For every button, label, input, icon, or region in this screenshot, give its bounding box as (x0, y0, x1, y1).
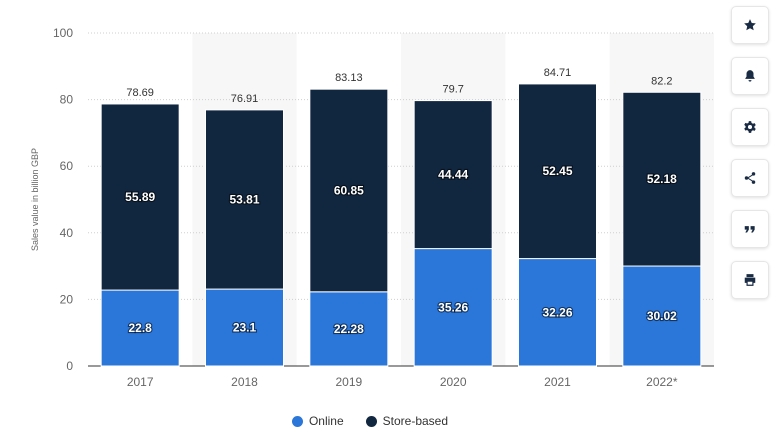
data-label-store-based-2019: 60.85 (334, 183, 364, 197)
x-tick-label-2019: 2019 (335, 375, 362, 389)
total-label-2017: 78.69 (126, 87, 154, 99)
bar-online-2022 (622, 265, 702, 367)
x-tick-label-2020: 2020 (440, 375, 467, 389)
legend-label-store-based: Store-based (382, 414, 449, 428)
bar-online-2017 (100, 289, 180, 367)
x-tick-label-2018: 2018 (231, 375, 258, 389)
data-label-store-based-2021: 52.45 (542, 164, 572, 178)
bar-store-based-2018 (205, 109, 284, 290)
settings-button[interactable] (731, 108, 769, 146)
print-button[interactable] (731, 261, 769, 299)
chart-toolbar (731, 6, 769, 312)
y-tick-label-0: 0 (66, 359, 73, 373)
bar-online-2018 (205, 288, 284, 367)
x-tick-label-2022: 2022* (646, 375, 678, 389)
bar-store-based-2019 (309, 88, 389, 293)
notification-button[interactable] (731, 57, 769, 95)
share-button[interactable] (731, 159, 769, 197)
y-tick-label-20: 20 (60, 292, 74, 306)
total-label-2022: 82.2 (651, 75, 672, 87)
data-label-store-based-2020: 44.44 (438, 168, 468, 182)
quote-icon (744, 226, 755, 233)
y-tick-label-40: 40 (60, 226, 74, 240)
legend-marker-online (291, 415, 303, 427)
y-tick-label-60: 60 (60, 159, 74, 173)
total-label-2019: 83.13 (335, 72, 363, 84)
total-label-2018: 76.91 (231, 93, 259, 105)
x-tick-label-2021: 2021 (544, 375, 571, 389)
bar-online-2019 (309, 291, 389, 367)
bar-store-based-2022 (622, 91, 702, 267)
total-label-2021: 84.71 (544, 67, 572, 79)
data-label-online-2022: 30.02 (647, 309, 677, 323)
bar-store-based-2021 (518, 83, 597, 260)
legend-item-store-based[interactable]: Store-based (365, 414, 449, 428)
data-label-online-2019: 22.28 (334, 322, 364, 336)
data-label-online-2021: 32.26 (542, 305, 572, 319)
share-icon (744, 172, 756, 184)
chart-legend: Online Store-based (0, 414, 740, 428)
data-label-store-based-2018: 53.81 (229, 192, 259, 206)
x-tick-label-2017: 2017 (127, 375, 154, 389)
cite-button[interactable] (731, 210, 769, 248)
data-label-online-2018: 23.1 (233, 321, 257, 335)
legend-marker-store-based (365, 415, 377, 427)
printer-icon (744, 274, 756, 286)
data-label-online-2017: 22.8 (128, 321, 152, 335)
bar-online-2021 (518, 258, 597, 367)
star-icon (744, 19, 756, 31)
bell-icon (745, 70, 755, 82)
legend-label-online: Online (308, 414, 344, 428)
favorite-button[interactable] (731, 6, 769, 44)
gear-icon (744, 121, 756, 133)
legend-item-online[interactable]: Online (291, 414, 344, 428)
total-label-2020: 79.7 (442, 84, 463, 96)
data-label-online-2020: 35.26 (438, 300, 468, 314)
bar-online-2020 (413, 248, 493, 367)
bar-store-based-2020 (413, 100, 493, 250)
data-label-store-based-2017: 55.89 (125, 190, 155, 204)
y-axis-label: Sales value in billion GBP (30, 148, 40, 251)
y-tick-label-80: 80 (60, 93, 74, 107)
data-label-store-based-2022: 52.18 (647, 172, 677, 186)
bar-store-based-2017 (100, 103, 180, 291)
y-tick-label-100: 100 (53, 26, 73, 40)
